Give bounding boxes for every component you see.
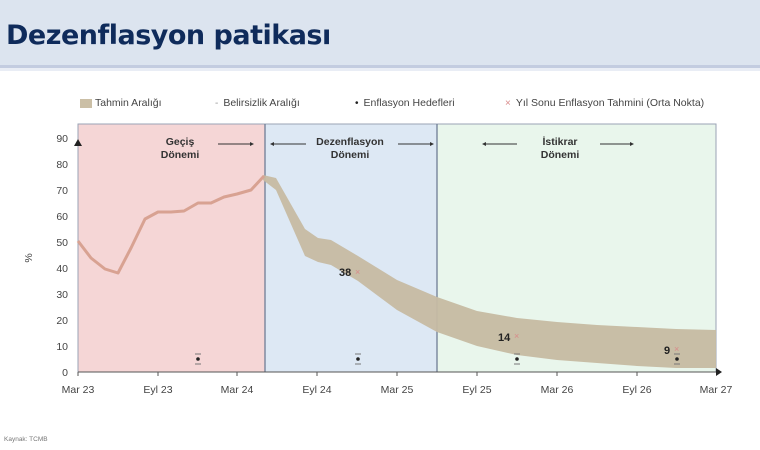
svg-text:0: 0 bbox=[62, 367, 68, 379]
svg-text:80: 80 bbox=[56, 159, 68, 171]
y-axis-arrow-icon bbox=[74, 139, 82, 146]
x-axis-arrow-icon bbox=[716, 368, 722, 376]
arrow-head-icon bbox=[270, 142, 274, 146]
x-tick-labels: Mar 23 Eyl 23 Mar 24 Eyl 24 Mar 25 Eyl 2… bbox=[62, 384, 733, 396]
svg-text:40: 40 bbox=[56, 263, 68, 275]
chart-legend: Tahmin Aralığı - Belirsizlik Aralığı • E… bbox=[80, 97, 760, 113]
phase-disinflation-bg bbox=[265, 124, 437, 372]
svg-text:×: × bbox=[355, 267, 360, 277]
forecast-band bbox=[263, 175, 716, 368]
value-label-9: 9 bbox=[664, 345, 670, 357]
dot-icon: • bbox=[355, 97, 359, 109]
realized-inflation-line bbox=[76, 174, 266, 275]
value-label-38: 38 bbox=[339, 267, 351, 279]
legend-item-year-end-forecast: × Yıl Sonu Enflasyon Tahmini (Orta Nokta… bbox=[505, 97, 704, 109]
svg-text:20: 20 bbox=[56, 315, 68, 327]
x-ticks bbox=[77, 372, 638, 376]
svg-text:×: × bbox=[514, 331, 519, 341]
target-markers bbox=[195, 353, 680, 365]
legend-label: Enflasyon Hedefleri bbox=[363, 97, 455, 109]
title-bar: Dezenflasyon patikası bbox=[0, 0, 760, 71]
phase-transition-bg bbox=[78, 124, 265, 372]
y-axis-label: % bbox=[23, 253, 35, 262]
phase-label-disinflation-2: Dönemi bbox=[331, 149, 370, 161]
svg-text:Eyl 23: Eyl 23 bbox=[143, 384, 172, 396]
legend-label: Yıl Sonu Enflasyon Tahmini (Orta Nokta) bbox=[515, 97, 705, 109]
legend-label: Tahmin Aralığı bbox=[95, 97, 162, 109]
svg-text:Mar 26: Mar 26 bbox=[541, 384, 574, 396]
legend-item-forecast-band: Tahmin Aralığı bbox=[80, 97, 162, 109]
band-swatch-icon bbox=[80, 98, 92, 108]
source-note: Kaynak: TCMB bbox=[4, 436, 48, 443]
arrow-head-icon bbox=[630, 142, 634, 146]
svg-text:Mar 24: Mar 24 bbox=[221, 384, 254, 396]
dash-icon: - bbox=[215, 97, 219, 109]
arrow-head-icon bbox=[430, 142, 434, 146]
phase-label-transition-2: Dönemi bbox=[161, 149, 200, 161]
arrow-head-icon bbox=[482, 142, 486, 146]
phase-label-disinflation-1: Dezenflasyon bbox=[316, 136, 384, 148]
phase-label-transition-1: Geçiş bbox=[166, 136, 195, 148]
svg-text:70: 70 bbox=[56, 185, 68, 197]
svg-text:Mar 23: Mar 23 bbox=[62, 384, 95, 396]
svg-text:Mar 25: Mar 25 bbox=[381, 384, 414, 396]
y-tick-labels: 0 10 20 30 40 50 60 70 80 90 bbox=[56, 133, 68, 379]
arrow-head-icon bbox=[250, 142, 254, 146]
page-title: Dezenflasyon patikası bbox=[6, 20, 331, 51]
svg-text:Eyl 26: Eyl 26 bbox=[622, 384, 651, 396]
year-end-markers: × × × bbox=[355, 267, 679, 354]
svg-text:×: × bbox=[674, 344, 679, 354]
svg-text:50: 50 bbox=[56, 237, 68, 249]
x-marker-icon: × bbox=[505, 97, 511, 109]
phase-label-stability-2: Dönemi bbox=[541, 149, 580, 161]
svg-text:30: 30 bbox=[56, 289, 68, 301]
svg-text:Mar 27: Mar 27 bbox=[700, 384, 733, 396]
legend-label: Belirsizlik Aralığı bbox=[223, 97, 300, 109]
svg-text:90: 90 bbox=[56, 133, 68, 145]
phase-label-stability-1: İstikrar bbox=[542, 135, 577, 148]
svg-text:60: 60 bbox=[56, 211, 68, 223]
legend-item-uncertainty: - Belirsizlik Aralığı bbox=[215, 97, 300, 109]
legend-item-targets: • Enflasyon Hedefleri bbox=[355, 97, 455, 109]
value-label-14: 14 bbox=[498, 332, 511, 344]
svg-text:10: 10 bbox=[56, 341, 68, 353]
svg-text:Eyl 25: Eyl 25 bbox=[462, 384, 491, 396]
svg-text:Eyl 24: Eyl 24 bbox=[302, 384, 331, 396]
